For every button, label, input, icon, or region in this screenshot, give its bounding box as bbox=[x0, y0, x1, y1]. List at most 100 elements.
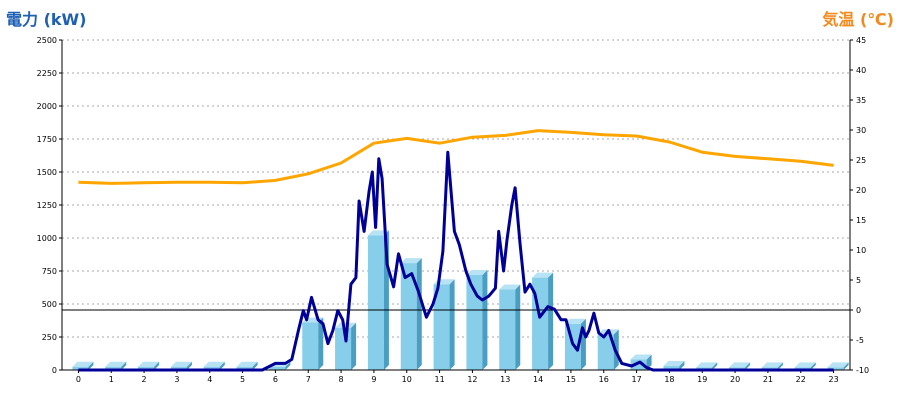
bar-side-2 bbox=[154, 361, 160, 370]
bar-17 bbox=[630, 354, 652, 370]
bar-side-3 bbox=[186, 361, 192, 370]
bar-top-21 bbox=[761, 362, 783, 368]
left-axis-title: 電力 (kW) bbox=[6, 10, 87, 29]
right-tick-label-10: 10 bbox=[856, 246, 866, 255]
left-tick-label-750: 750 bbox=[42, 267, 57, 276]
bar-side-17 bbox=[646, 354, 652, 370]
bar-top-13 bbox=[499, 284, 521, 290]
bar-front-10 bbox=[400, 263, 417, 370]
x-tick-label-11: 11 bbox=[434, 375, 444, 384]
bar-side-0 bbox=[88, 361, 94, 370]
bar-13 bbox=[499, 284, 521, 370]
bar-23 bbox=[827, 362, 849, 370]
bar-series bbox=[72, 230, 849, 370]
left-tick-label-1500: 1500 bbox=[37, 168, 57, 177]
bar-front-8 bbox=[335, 327, 352, 370]
bar-1 bbox=[105, 361, 127, 370]
bar-top-0 bbox=[72, 361, 94, 367]
x-tick-label-7: 7 bbox=[306, 375, 311, 384]
left-tick-label-1000: 1000 bbox=[37, 234, 57, 243]
bar-2 bbox=[138, 361, 160, 370]
bar-top-1 bbox=[105, 361, 127, 367]
bar-4 bbox=[203, 361, 225, 370]
x-tick-label-12: 12 bbox=[467, 375, 477, 384]
x-tick-label-20: 20 bbox=[730, 375, 740, 384]
x-tick-label-0: 0 bbox=[76, 375, 81, 384]
bar-top-10 bbox=[400, 258, 422, 264]
grid-lines bbox=[62, 39, 850, 338]
bar-18 bbox=[663, 361, 685, 370]
bar-side-5 bbox=[252, 361, 258, 370]
bar-top-20 bbox=[729, 362, 751, 368]
bar-top-2 bbox=[138, 361, 160, 367]
left-tick-label-500: 500 bbox=[42, 300, 57, 309]
x-tick-label-6: 6 bbox=[273, 375, 278, 384]
x-tick-label-4: 4 bbox=[207, 375, 212, 384]
bar-front-9 bbox=[367, 235, 384, 370]
bar-top-23 bbox=[827, 362, 849, 368]
bar-top-12 bbox=[466, 269, 488, 275]
x-tick-label-14: 14 bbox=[533, 375, 543, 384]
left-tick-label-2000: 2000 bbox=[37, 102, 57, 111]
left-tick-label-250: 250 bbox=[42, 333, 57, 342]
x-tick-label-18: 18 bbox=[664, 375, 674, 384]
bar-top-15 bbox=[564, 318, 586, 324]
bar-side-19 bbox=[712, 362, 718, 370]
right-tick-label--10: -10 bbox=[856, 366, 869, 375]
bar-side-10 bbox=[416, 258, 422, 370]
bar-side-20 bbox=[745, 362, 751, 370]
x-tick-label-22: 22 bbox=[796, 375, 806, 384]
bar-7 bbox=[302, 317, 324, 370]
bar-front-1 bbox=[105, 366, 122, 370]
bar-top-4 bbox=[203, 361, 225, 367]
bar-front-23 bbox=[827, 367, 844, 370]
x-tick-label-19: 19 bbox=[697, 375, 707, 384]
tick-labels: 02505007501000125015001750200022502500-1… bbox=[37, 36, 869, 384]
bar-side-22 bbox=[810, 362, 816, 370]
bar-side-13 bbox=[515, 284, 521, 370]
bar-side-1 bbox=[121, 361, 127, 370]
bar-14 bbox=[532, 272, 554, 370]
left-tick-label-2500: 2500 bbox=[37, 36, 57, 45]
x-tick-label-17: 17 bbox=[631, 375, 641, 384]
bar-side-14 bbox=[548, 272, 554, 370]
right-tick-label-30: 30 bbox=[856, 126, 866, 135]
right-tick-label-25: 25 bbox=[856, 156, 866, 165]
x-tick-label-9: 9 bbox=[371, 375, 376, 384]
bar-front-2 bbox=[138, 366, 155, 370]
bar-front-6 bbox=[269, 366, 286, 370]
right-tick-label-40: 40 bbox=[856, 66, 866, 75]
bar-front-16 bbox=[597, 334, 614, 370]
bar-side-18 bbox=[679, 361, 685, 370]
x-tick-label-13: 13 bbox=[500, 375, 510, 384]
x-tick-label-23: 23 bbox=[828, 375, 838, 384]
right-tick-label-15: 15 bbox=[856, 216, 866, 225]
bar-top-17 bbox=[630, 354, 652, 360]
bar-3 bbox=[170, 361, 192, 370]
bar-side-4 bbox=[219, 361, 225, 370]
bar-side-15 bbox=[580, 318, 586, 370]
bar-side-8 bbox=[351, 322, 357, 370]
right-axis-title: 気温 (℃) bbox=[822, 10, 894, 29]
bar-top-14 bbox=[532, 272, 554, 278]
power-line bbox=[78, 150, 834, 372]
right-tick-label-5: 5 bbox=[856, 276, 861, 285]
bar-top-5 bbox=[236, 361, 258, 367]
bar-front-5 bbox=[236, 366, 253, 370]
bar-front-18 bbox=[663, 366, 680, 370]
bar-top-19 bbox=[696, 362, 718, 368]
bar-side-23 bbox=[843, 362, 849, 370]
bar-front-7 bbox=[302, 322, 319, 370]
bar-side-21 bbox=[777, 362, 783, 370]
x-tick-label-16: 16 bbox=[599, 375, 609, 384]
temperature-line-series bbox=[78, 129, 834, 185]
power-line-series bbox=[78, 150, 834, 372]
bar-top-9 bbox=[367, 230, 389, 236]
bar-front-17 bbox=[630, 359, 647, 370]
x-tick-label-10: 10 bbox=[402, 375, 412, 384]
bar-front-11 bbox=[433, 284, 450, 370]
right-tick-label--5: -5 bbox=[856, 336, 864, 345]
left-tick-label-0: 0 bbox=[52, 366, 57, 375]
temperature-line bbox=[78, 129, 834, 185]
bar-5 bbox=[236, 361, 258, 370]
